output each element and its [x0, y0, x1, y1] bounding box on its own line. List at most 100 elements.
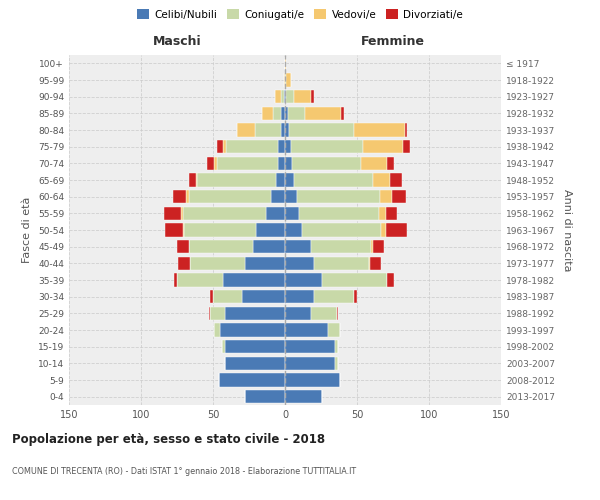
Bar [285, 274, 322, 286]
Bar [214, 156, 217, 170]
Bar [403, 140, 410, 153]
Bar [285, 124, 289, 136]
Bar [328, 324, 340, 336]
Bar [379, 206, 386, 220]
Bar [207, 156, 214, 170]
Bar [284, 74, 285, 86]
Bar [217, 156, 278, 170]
Bar [363, 140, 403, 153]
Bar [262, 106, 274, 120]
Bar [285, 256, 314, 270]
Text: Popolazione per età, sesso e stato civile - 2018: Popolazione per età, sesso e stato civil… [12, 432, 325, 446]
Bar [224, 340, 285, 353]
Bar [285, 224, 302, 236]
Bar [387, 156, 394, 170]
Bar [188, 240, 253, 254]
Bar [337, 306, 338, 320]
Bar [190, 256, 245, 270]
Bar [288, 106, 305, 120]
Bar [286, 74, 291, 86]
Bar [314, 290, 354, 304]
Bar [392, 190, 406, 203]
Legend: Celibi/Nubili, Coniugati/e, Vedovi/e, Divorziati/e: Celibi/Nubili, Coniugati/e, Vedovi/e, Di… [133, 5, 467, 24]
Bar [286, 90, 293, 104]
Bar [223, 140, 226, 153]
Bar [188, 174, 196, 186]
Bar [285, 174, 293, 186]
Y-axis label: Anni di nascita: Anni di nascita [562, 188, 572, 271]
Bar [245, 390, 285, 404]
Bar [285, 340, 335, 353]
Bar [178, 256, 190, 270]
Bar [285, 156, 292, 170]
Bar [354, 290, 357, 304]
Y-axis label: Fasce di età: Fasce di età [22, 197, 32, 263]
Bar [226, 140, 278, 153]
Bar [285, 306, 311, 320]
Bar [285, 90, 286, 104]
Bar [220, 324, 285, 336]
Bar [285, 74, 286, 86]
Bar [292, 156, 361, 170]
Bar [284, 90, 285, 104]
Bar [256, 224, 285, 236]
Bar [210, 306, 224, 320]
Bar [285, 390, 322, 404]
Bar [266, 206, 285, 220]
Bar [285, 290, 314, 304]
Bar [221, 340, 224, 353]
Bar [311, 90, 314, 104]
Bar [289, 124, 354, 136]
Bar [380, 190, 392, 203]
Bar [285, 374, 340, 386]
Bar [386, 224, 407, 236]
Bar [373, 174, 390, 186]
Bar [183, 206, 266, 220]
Bar [197, 174, 277, 186]
Bar [281, 124, 285, 136]
Bar [185, 190, 188, 203]
Bar [311, 240, 371, 254]
Text: COMUNE DI TRECENTA (RO) - Dati ISTAT 1° gennaio 2018 - Elaborazione TUTTITALIA.I: COMUNE DI TRECENTA (RO) - Dati ISTAT 1° … [12, 468, 356, 476]
Bar [238, 124, 255, 136]
Bar [245, 256, 285, 270]
Bar [285, 190, 296, 203]
Bar [278, 140, 285, 153]
Bar [184, 224, 256, 236]
Bar [181, 206, 183, 220]
Bar [177, 274, 223, 286]
Bar [354, 124, 404, 136]
Bar [277, 174, 285, 186]
Bar [174, 274, 177, 286]
Bar [274, 106, 281, 120]
Bar [209, 306, 210, 320]
Bar [253, 240, 285, 254]
Bar [223, 274, 285, 286]
Bar [214, 324, 220, 336]
Bar [255, 124, 281, 136]
Bar [281, 90, 284, 104]
Bar [335, 340, 338, 353]
Bar [196, 174, 197, 186]
Bar [213, 290, 242, 304]
Bar [166, 224, 183, 236]
Bar [285, 140, 291, 153]
Bar [361, 156, 387, 170]
Bar [293, 90, 311, 104]
Bar [368, 256, 370, 270]
Bar [387, 274, 394, 286]
Bar [177, 240, 188, 254]
Bar [370, 256, 382, 270]
Bar [285, 240, 311, 254]
Bar [183, 224, 184, 236]
Bar [335, 356, 338, 370]
Bar [164, 206, 181, 220]
Text: Maschi: Maschi [152, 36, 202, 49]
Bar [210, 290, 213, 304]
Bar [390, 174, 401, 186]
Bar [285, 324, 328, 336]
Bar [341, 106, 344, 120]
Bar [373, 240, 385, 254]
Bar [285, 206, 299, 220]
Bar [322, 274, 387, 286]
